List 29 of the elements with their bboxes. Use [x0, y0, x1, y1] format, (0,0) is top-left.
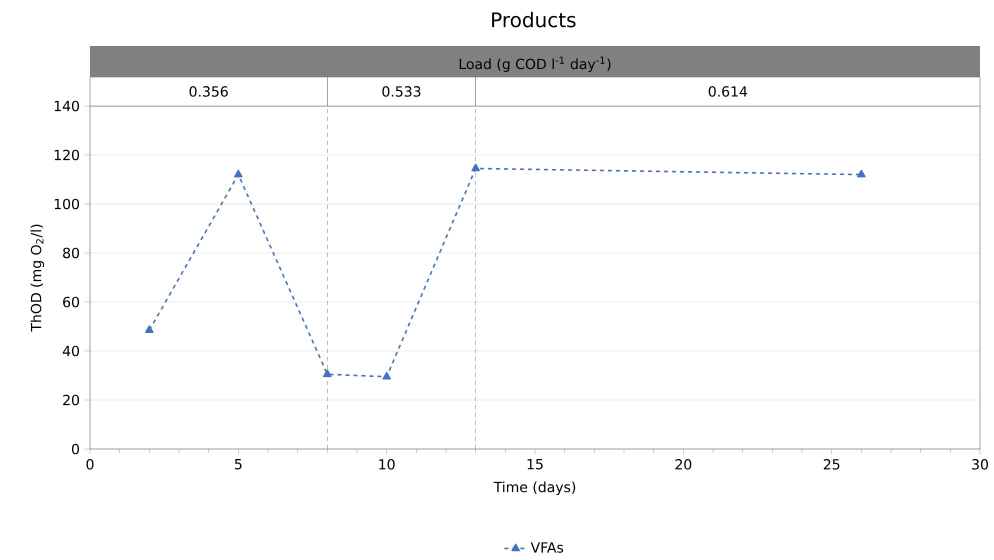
text: 0.533	[382, 86, 420, 97]
point	[234, 170, 243, 178]
y-tick-label: 100	[54, 198, 80, 210]
point	[471, 164, 480, 172]
point	[145, 325, 154, 334]
y-tick-label: 20	[63, 394, 80, 406]
x-tick-label: 30	[972, 459, 988, 470]
x-tick-label: 15	[528, 459, 543, 470]
x-tick-label: 25	[824, 459, 840, 470]
text: 0.614	[708, 86, 748, 97]
y-tick-label: 0	[72, 444, 80, 454]
text: Load (g COD l$^{-1}$ day$^{-1}$)	[460, 56, 610, 72]
y-tick-label: 80	[63, 248, 80, 258]
text: 0.356	[190, 86, 228, 97]
y-tick-label: 60	[63, 296, 80, 308]
x-axis-title: Time (days)	[494, 482, 576, 496]
x-tick-label: 5	[234, 459, 242, 470]
point	[323, 370, 332, 378]
chart-title: Products	[492, 12, 576, 28]
y-tick-label: 140	[54, 100, 80, 112]
x-tick-label: 0	[86, 459, 94, 470]
point	[382, 372, 391, 380]
y-tick-label: 120	[54, 150, 80, 160]
y-axis-title: ThOD (mg O$_{2}$/l)	[30, 224, 44, 332]
x-tick-label: 20	[675, 459, 692, 470]
legend-label: VFAs	[530, 542, 564, 553]
point	[857, 170, 866, 178]
y-tick-label: 40	[62, 346, 80, 356]
x-tick-label: 10	[379, 459, 395, 470]
